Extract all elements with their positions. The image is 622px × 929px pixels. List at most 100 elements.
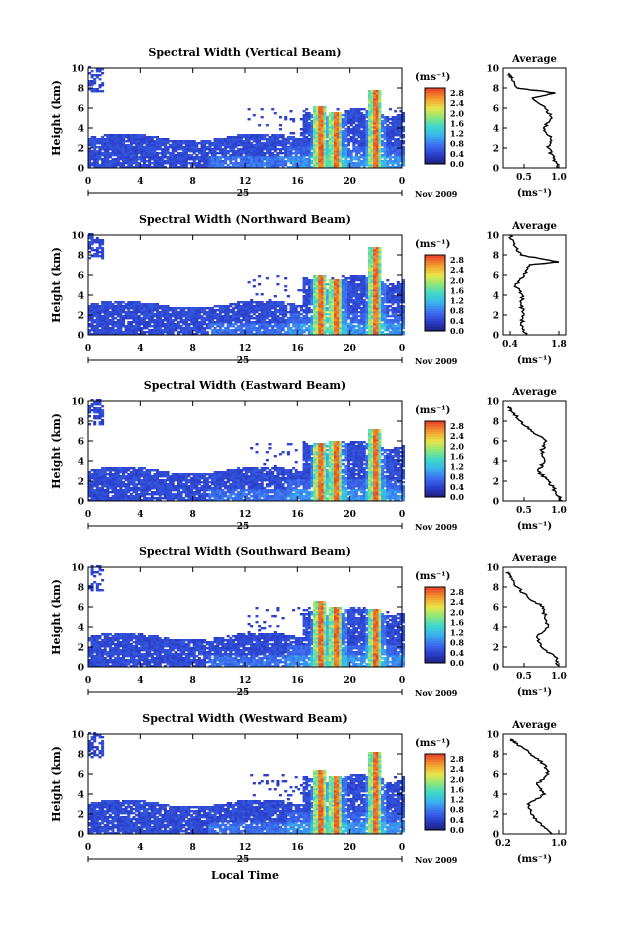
heatmap-cell (323, 106, 327, 109)
heatmap-cell (344, 166, 348, 169)
heatmap-cell (313, 128, 317, 131)
heatmap-cell (323, 317, 327, 320)
date-label: 25 (237, 189, 250, 199)
heatmap-cell (375, 156, 379, 159)
heatmap-cell (156, 309, 160, 312)
heatmap-cell (140, 321, 144, 324)
heatmap-cell (229, 160, 233, 163)
heatmap-cell (158, 311, 162, 314)
heatmap-cell (184, 154, 188, 157)
heatmap-cell (328, 309, 332, 312)
heatmap-cell (281, 307, 285, 310)
heatmap-cell (218, 150, 222, 153)
heatmap-cell (258, 138, 262, 141)
heatmap-cell (218, 311, 222, 314)
heatmap-cell (95, 325, 99, 328)
heatmap-cell (258, 142, 262, 145)
heatmap-cell (93, 407, 97, 410)
heatmap-cell (307, 331, 311, 334)
profile-y-tick-label: 6 (493, 105, 499, 115)
heatmap-cell (171, 150, 175, 153)
heatmap-cell (163, 140, 167, 143)
heatmap-cell (166, 158, 170, 161)
heatmap-cell (163, 160, 167, 163)
heatmap-cell (119, 313, 123, 316)
heatmap-cell (315, 277, 319, 280)
heatmap-cell (119, 152, 123, 155)
heatmap-cell (166, 313, 170, 316)
heatmap-cell (88, 251, 92, 254)
heatmap-cell (132, 321, 136, 324)
heatmap-cell (386, 315, 390, 318)
heatmap-cell (108, 138, 112, 141)
heatmap-cell (263, 325, 267, 328)
heatmap-cell (276, 156, 280, 159)
heatmap-cell (381, 305, 385, 308)
heatmap-cell (365, 319, 369, 322)
heatmap-cell (313, 166, 317, 169)
heatmap-cell (169, 144, 173, 147)
heatmap-cell (237, 152, 241, 155)
heatmap-cell (289, 313, 293, 316)
heatmap-cell (200, 144, 204, 147)
heatmap-cell (98, 473, 102, 476)
heatmap-cell (101, 243, 105, 246)
heatmap-cell (336, 130, 340, 133)
heatmap-cell (281, 301, 285, 304)
heatmap-cell (271, 156, 275, 159)
heatmap-cell (365, 281, 369, 284)
heatmap-cell (315, 152, 319, 155)
heatmap-cell (318, 124, 322, 127)
heatmap-cell (211, 158, 215, 161)
heatmap-cell (187, 311, 191, 314)
heatmap-cell (187, 162, 191, 165)
heatmap-cell (273, 325, 277, 328)
colorbar-tick-label: 1.2 (450, 296, 464, 306)
heatmap-cell (368, 130, 372, 133)
heatmap-cell (370, 309, 374, 312)
heatmap-cell (258, 323, 262, 326)
heatmap-cell (88, 313, 92, 316)
heatmap-cell (140, 150, 144, 153)
heatmap-cell (318, 303, 322, 306)
heatmap-cell (344, 138, 348, 141)
heatmap-cell (313, 333, 317, 336)
heatmap-cell (263, 313, 267, 316)
heatmap-cell (326, 295, 330, 298)
heatmap-cell (354, 283, 358, 286)
heatmap-cell (370, 142, 374, 145)
heatmap-cell (88, 162, 92, 165)
heatmap-cell (279, 124, 283, 127)
heatmap-cell (310, 323, 314, 326)
heatmap-cell (378, 327, 382, 330)
heatmap-cell (156, 164, 160, 167)
heatmap-cell (153, 309, 157, 312)
heatmap-cell (381, 291, 385, 294)
heatmap-cell (129, 313, 133, 316)
heatmap-cell (315, 114, 319, 117)
heatmap-cell (129, 305, 133, 308)
heatmap-cell (245, 315, 249, 318)
heatmap-cell (388, 297, 392, 300)
heatmap-cell (378, 249, 382, 252)
heatmap-cell (307, 156, 311, 159)
heatmap-cell (315, 285, 319, 288)
heatmap-cell (239, 160, 243, 163)
heatmap-cell (336, 319, 340, 322)
heatmap-cell (119, 140, 123, 143)
heatmap-cell (247, 325, 251, 328)
heatmap-cell (119, 317, 123, 320)
heatmap-cell (255, 317, 259, 320)
heatmap-cell (137, 166, 141, 169)
heatmap-cell (95, 399, 99, 402)
heatmap-cell (255, 333, 259, 336)
heatmap-cell (234, 158, 238, 161)
heatmap-cell (127, 315, 131, 318)
heatmap-cell (336, 148, 340, 151)
heatmap-cell (95, 140, 99, 143)
heatmap-cell (328, 158, 332, 161)
colorbar-segment (425, 300, 445, 304)
heatmap-cell (320, 160, 324, 163)
heatmap-cell (313, 283, 317, 286)
colorbar-segment (425, 153, 445, 157)
